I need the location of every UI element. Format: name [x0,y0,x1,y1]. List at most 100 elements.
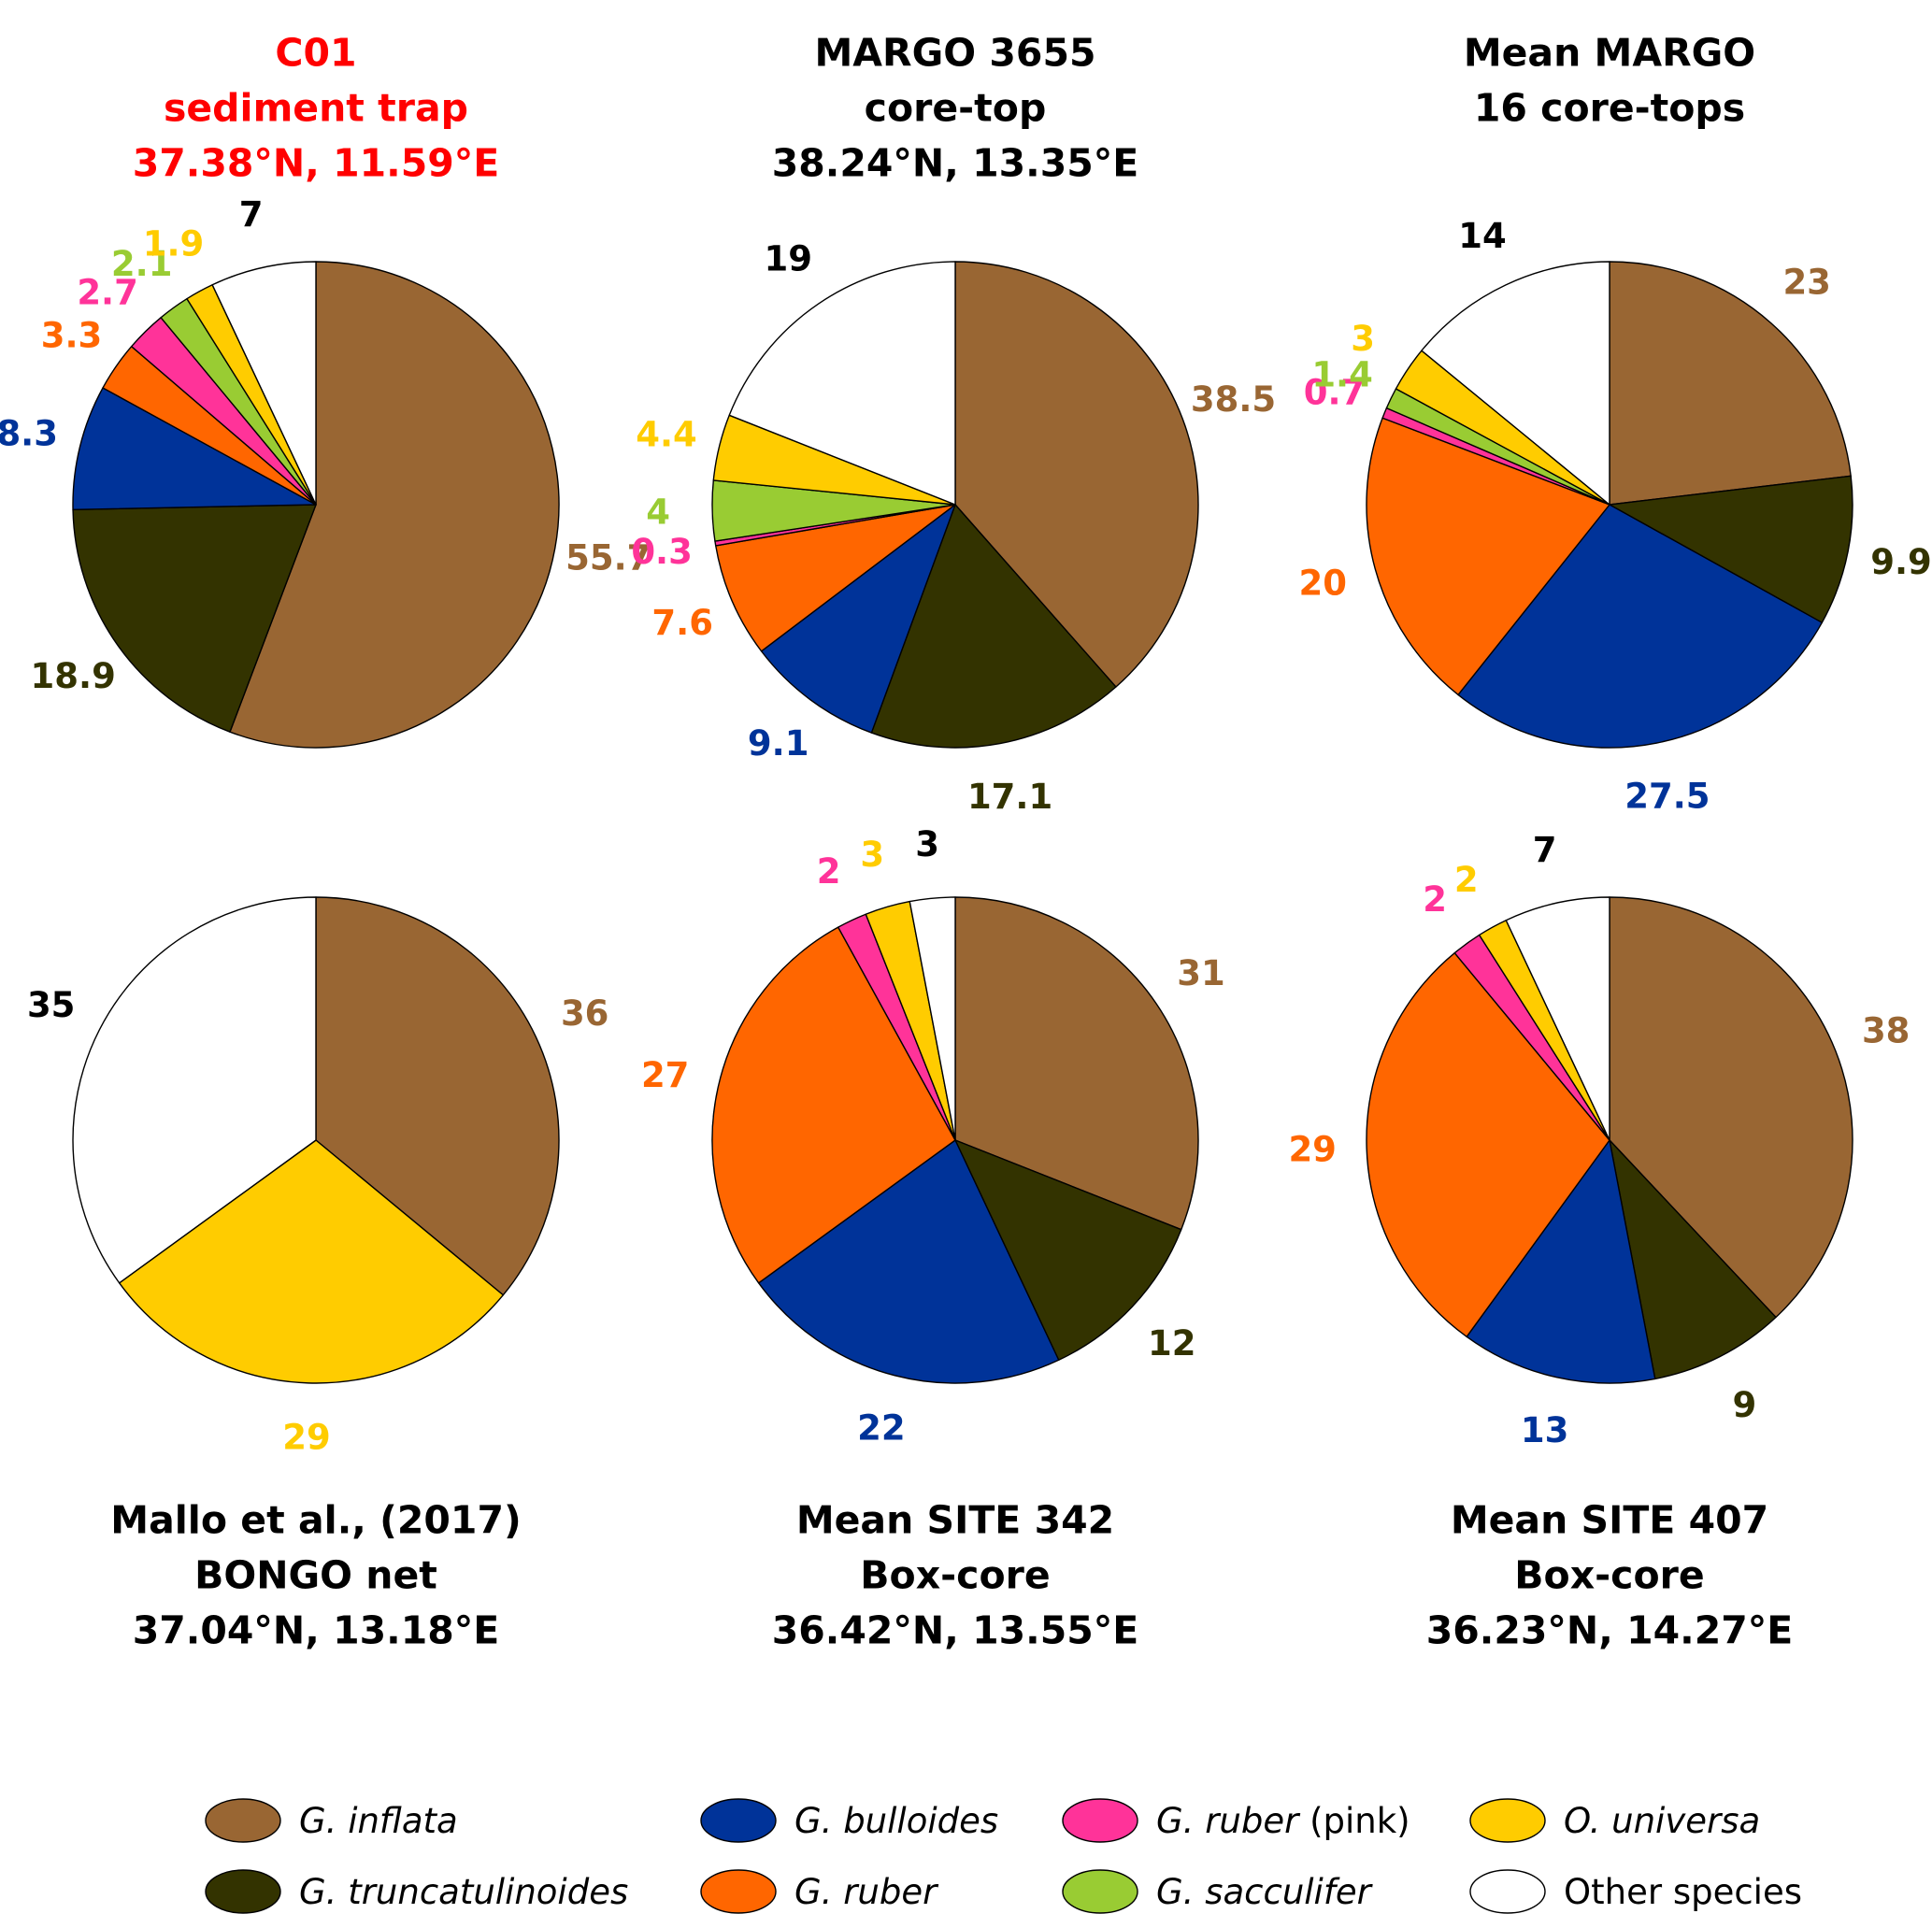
pie-slice-g-truncatulinoides [954,1139,1182,1361]
chart-title-line: Mean MARGO [1464,30,1755,75]
pie-chart-4: 36 29 35 Mallo et al., (2017) BONGO net 37.04… [27,896,609,1652]
legend-swatch [700,1798,777,1843]
pie-chart-6: 38 9 13 29 2 2 7 Mean SITE 407 Box-core 36.23°N, … [1288,830,1910,1652]
pie-slice-other-species [728,261,956,506]
slice-value-label: 0.7 [1304,373,1366,413]
pie-slice-g-inflata [954,896,1199,1231]
pie-slice-other-species [1505,896,1610,1141]
slice-value-label: 55.7 [565,538,651,578]
legend-swatch [1469,1798,1546,1843]
pie-slice-g-inflata [1609,896,1853,1319]
chart-title-line: 37.04°N, 13.18°E [133,1607,500,1652]
pie-slice-g-inflata [954,261,1199,688]
slice-value-label: 27.5 [1624,776,1710,816]
pie-slice-g-inflata [229,261,560,749]
pie-slice-other-species [211,261,317,506]
legend-swatch [1062,1798,1138,1843]
pie-slice-g-ruber [711,926,956,1284]
slice-value-label: 35 [27,985,76,1025]
pie-slice-other-species [909,896,956,1141]
pie-slice-g-bulloides [760,504,956,734]
legend: G. inflata G. bulloides G. ruber (pink) O. … [205,1798,1802,1914]
pie-charts: 55.7 18.9 8.3 3.32.72.11.9 7 C01 sediment trap… [0,30,1932,1652]
pie-slice-g-truncatulinoides [1609,1139,1777,1380]
slice-value-label: 2 [1454,860,1479,900]
pie-slice-g-truncatulinoides [72,504,317,733]
slice-value-label: 8.3 [0,414,58,454]
pie-chart-1: 55.7 18.9 8.3 3.32.72.11.9 7 C01 sediment trap… [0,30,651,749]
legend-label: G. ruber (pink) [1156,1801,1410,1841]
chart-title-line: sediment trap [164,85,468,130]
slice-value-label: 9 [1733,1385,1757,1425]
slice-value-label: 38.5 [1191,379,1276,420]
slice-value-label: 2 [817,851,841,892]
slice-value-label: 1.9 [143,223,205,264]
pie-slice-g-bulloides [1466,1139,1656,1384]
pie-slice-g-truncatulinoides [870,504,1117,749]
pie-slice-g-ruber [715,504,956,652]
slice-value-label: 12 [1148,1323,1196,1364]
legend-item-g-bulloides: G. bulloides [700,1798,998,1843]
legend-label: O. universa [1564,1801,1760,1841]
pie-slice-g-bulloides [72,387,317,511]
legend-label: G. bulloides [794,1801,998,1841]
pie-slice-g-inflata [1609,261,1852,506]
chart-title-line: core-top [865,85,1047,130]
pie-chart-2: 38.5 17.1 9.1 7.6 0.34 4.4 19 MARGO 3655 core-to… [631,30,1276,817]
slice-value-label: 29 [1288,1130,1337,1170]
slice-value-label: 13 [1521,1410,1569,1450]
slice-value-label: 2 [1423,879,1447,920]
slice-value-label: 9.1 [748,723,809,764]
slice-value-label: 2.1 [111,244,173,284]
slice-value-label: 1.4 [1311,354,1373,394]
slice-value-label: 3.3 [41,316,103,356]
slice-value-label: 20 [1299,563,1348,603]
chart-title-line: Mean SITE 342 [796,1497,1114,1542]
slice-value-label: 22 [857,1408,906,1449]
slice-value-label: 0.3 [631,532,693,572]
legend-swatch [1062,1869,1138,1914]
legend-item-g-truncatulinoides: G. truncatulinoides [205,1869,628,1914]
chart-title-line: Mallo et al., (2017) [110,1497,521,1542]
legend-swatch [205,1869,281,1914]
legend-swatch [205,1798,281,1843]
slice-value-label: 36 [561,993,609,1034]
slice-value-label: 27 [641,1055,690,1095]
legend-label: G. sacculifer [1156,1872,1374,1912]
slice-value-label: 14 [1458,216,1507,256]
slice-value-label: 3 [1351,319,1375,359]
pie-slice-g-inflata [315,896,560,1296]
slice-value-label: 7 [239,194,264,235]
chart-title-line: Box-core [860,1552,1050,1597]
slice-value-label: 4 [646,493,670,533]
chart-title-line: 38.24°N, 13.35°E [772,140,1139,185]
legend-label: Other species [1564,1872,1802,1912]
legend-label: G. inflata [299,1801,458,1841]
legend-item-g-inflata: G. inflata [205,1798,458,1843]
legend-label: G. ruber [794,1872,939,1912]
chart-title-line: 37.38°N, 11.59°E [133,140,500,185]
legend-item-other-species: Other species [1469,1869,1802,1914]
legend-label: G. truncatulinoides [299,1872,628,1912]
slice-value-label: 9.9 [1870,542,1932,582]
pie-slice-o-universa [118,1139,505,1384]
chart-title-line: MARGO 3655 [815,30,1096,75]
legend-item-g-ruber-pink: G. ruber (pink) [1062,1798,1410,1843]
legend-item-g-ruber: G. ruber [700,1869,939,1914]
slice-value-label: 23 [1782,263,1831,303]
legend-swatch [700,1869,777,1914]
chart-title-line: 36.23°N, 14.27°E [1426,1607,1794,1652]
slice-value-label: 4.4 [636,414,697,454]
chart-title-line: C01 [275,30,356,75]
slice-value-label: 17.1 [967,777,1052,817]
slice-value-label: 38 [1862,1010,1911,1050]
slice-value-label: 19 [765,239,813,279]
chart-title-line: 36.42°N, 13.55°E [772,1607,1139,1652]
pie-slice-other-species [72,896,317,1284]
legend-swatch [1469,1869,1546,1914]
slice-value-label: 3 [860,835,884,875]
pie-slice-g-ruber [1366,417,1610,696]
slice-value-label: 3 [915,824,939,864]
